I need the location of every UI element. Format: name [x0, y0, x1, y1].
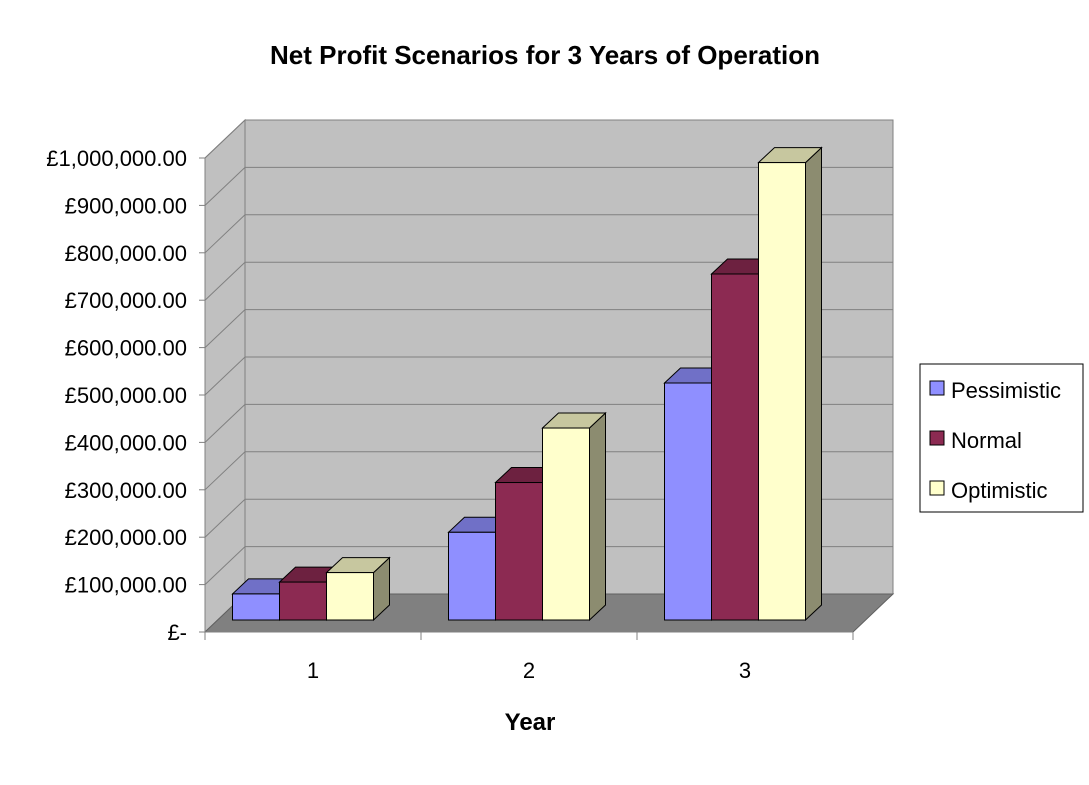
- x-tick-label: 3: [739, 658, 751, 683]
- legend-box: [919, 363, 1084, 513]
- bar-front: [232, 593, 280, 621]
- y-tick-label: £700,000.00: [65, 288, 187, 313]
- chart-title: Net Profit Scenarios for 3 Years of Oper…: [270, 40, 820, 70]
- y-tick-label: £100,000.00: [65, 573, 187, 598]
- x-tick-label: 2: [523, 658, 535, 683]
- bar-front: [495, 482, 543, 621]
- gridline: [204, 166, 893, 206]
- gridline: [204, 309, 893, 348]
- legend-label: Normal: [951, 428, 1022, 453]
- x-axis-title: Year: [505, 709, 556, 736]
- y-tick-label: £300,000.00: [65, 478, 187, 503]
- bar-front: [664, 382, 712, 621]
- y-tick-label: £200,000.00: [65, 525, 187, 550]
- gridline: [204, 356, 893, 396]
- bar-front: [542, 427, 590, 621]
- bar-front: [758, 162, 806, 621]
- bar-front: [448, 531, 496, 621]
- bar: [757, 146, 823, 622]
- gridline: [204, 119, 893, 159]
- y-tick-label: £800,000.00: [65, 241, 187, 266]
- y-tick-label: £400,000.00: [65, 430, 187, 455]
- bar-front: [711, 273, 759, 621]
- legend-label: Optimistic: [951, 478, 1048, 503]
- y-tick-label: £500,000.00: [65, 383, 187, 408]
- gridline: [204, 261, 893, 301]
- legend: Pessimistic Normal Optimistic: [919, 363, 1084, 513]
- bars: [231, 146, 823, 622]
- legend-swatch: [929, 480, 945, 496]
- x-tick-label: 1: [307, 658, 319, 683]
- y-axis-ticks: £- £100,000.00 £200,000.00 £300,000.00 £400,…: [46, 146, 206, 645]
- bar-side: [589, 411, 606, 622]
- bar-front: [279, 581, 327, 621]
- bar-side: [805, 146, 822, 622]
- gridline: [204, 214, 893, 254]
- bar: [325, 556, 391, 622]
- bar-front: [326, 572, 374, 621]
- legend-swatch: [929, 380, 945, 396]
- y-tick-label: £900,000.00: [65, 193, 187, 218]
- bar: [541, 411, 607, 622]
- y-tick-label: £600,000.00: [65, 336, 187, 361]
- y-tick-label: £1,000,000.00: [46, 146, 187, 171]
- legend-label: Pessimistic: [951, 378, 1061, 403]
- legend-swatch: [929, 430, 945, 446]
- y-tick-label: £-: [167, 620, 187, 645]
- x-axis-ticks: 1 2 3: [204, 631, 854, 683]
